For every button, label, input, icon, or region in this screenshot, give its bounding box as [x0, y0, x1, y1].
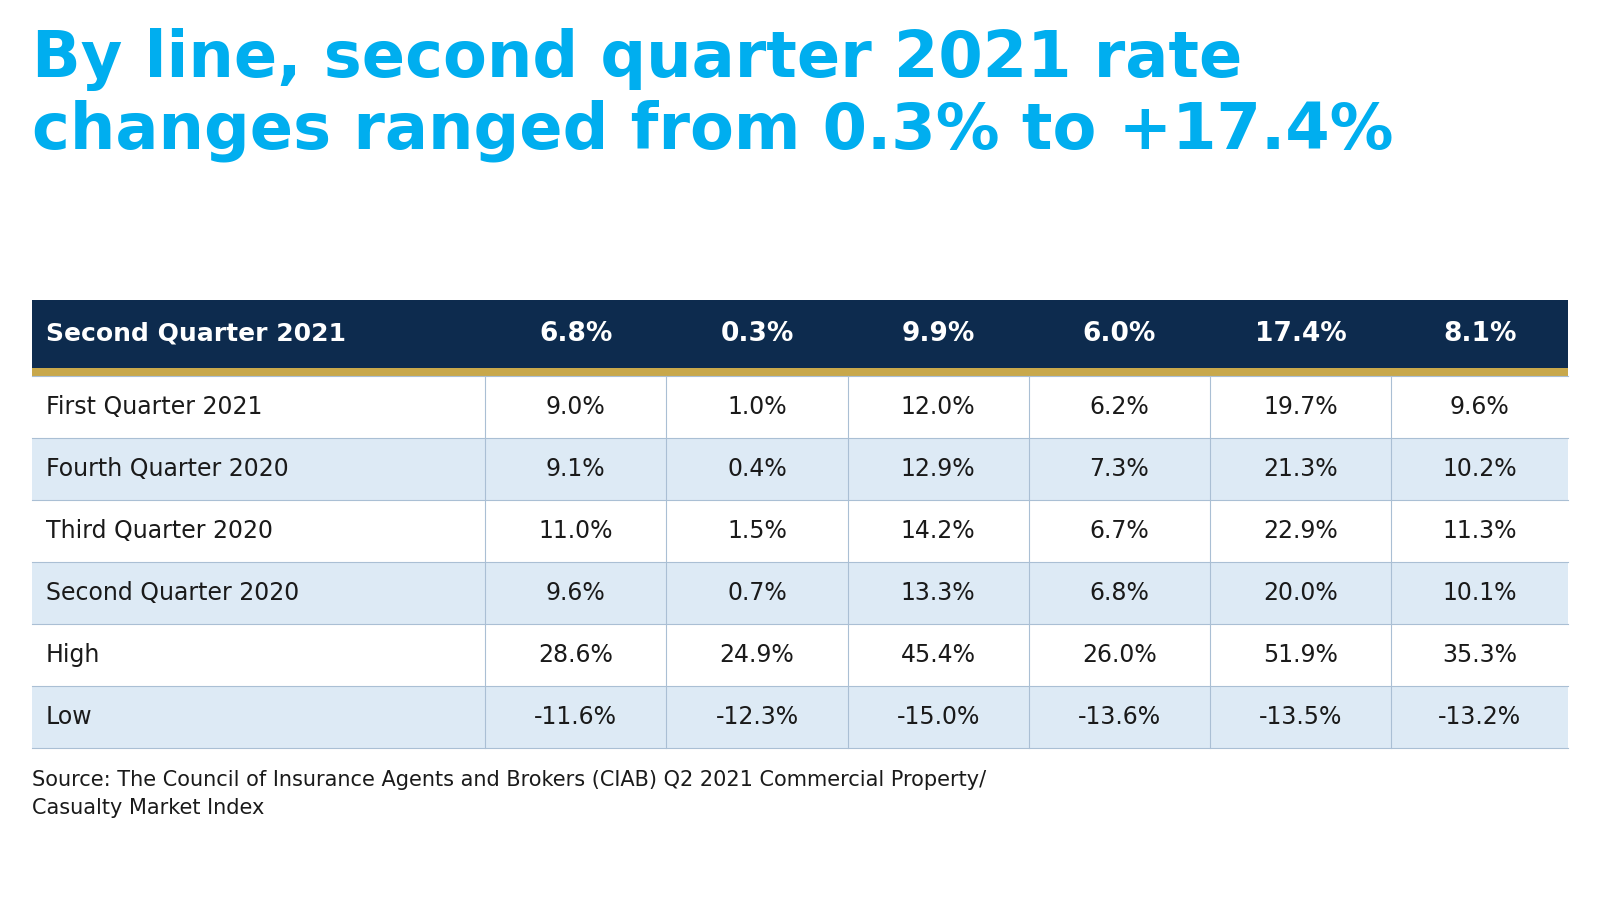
Bar [32, 500, 1568, 562]
Text: 10.1%: 10.1% [1443, 581, 1517, 605]
Text: By line, second quarter 2021 rate
changes ranged from 0.3% to +17.4%: By line, second quarter 2021 rate change… [32, 28, 1394, 163]
Text: 0.7%: 0.7% [726, 581, 787, 605]
Text: 0.3%: 0.3% [720, 321, 794, 347]
Text: 6.0%: 6.0% [1083, 321, 1157, 347]
Text: High: High [46, 643, 101, 667]
Text: First Quarter 2021: First Quarter 2021 [46, 395, 262, 419]
Text: 51.9%: 51.9% [1264, 643, 1338, 667]
Bar [32, 624, 1568, 686]
Bar [32, 376, 1568, 438]
Text: 26.0%: 26.0% [1082, 643, 1157, 667]
Text: -15.0%: -15.0% [896, 705, 979, 729]
Text: 17.4%: 17.4% [1254, 321, 1347, 347]
Text: 7.3%: 7.3% [1090, 457, 1149, 481]
Text: 35.3%: 35.3% [1442, 643, 1517, 667]
Text: 20.0%: 20.0% [1264, 581, 1338, 605]
Text: 6.8%: 6.8% [539, 321, 613, 347]
Text: Second Quarter 2020: Second Quarter 2020 [46, 581, 299, 605]
Bar [32, 562, 1568, 624]
Text: 11.0%: 11.0% [539, 519, 613, 543]
Text: 0.4%: 0.4% [726, 457, 787, 481]
Text: 22.9%: 22.9% [1264, 519, 1338, 543]
Text: 8.1%: 8.1% [1443, 321, 1517, 347]
Bar [32, 438, 1568, 500]
Text: 12.9%: 12.9% [901, 457, 976, 481]
Bar [32, 300, 1568, 368]
Text: 9.9%: 9.9% [901, 321, 974, 347]
Text: 9.0%: 9.0% [546, 395, 606, 419]
Text: -12.3%: -12.3% [715, 705, 798, 729]
Bar [32, 368, 1568, 376]
Text: 9.6%: 9.6% [546, 581, 606, 605]
Text: 28.6%: 28.6% [538, 643, 613, 667]
Text: Fourth Quarter 2020: Fourth Quarter 2020 [46, 457, 288, 481]
Text: 11.3%: 11.3% [1443, 519, 1517, 543]
Text: 14.2%: 14.2% [901, 519, 976, 543]
Text: 10.2%: 10.2% [1442, 457, 1517, 481]
Text: 45.4%: 45.4% [901, 643, 976, 667]
Text: 6.8%: 6.8% [1090, 581, 1149, 605]
Text: -13.2%: -13.2% [1438, 705, 1522, 729]
Text: Source: The Council of Insurance Agents and Brokers (CIAB) Q2 2021 Commercial Pr: Source: The Council of Insurance Agents … [32, 770, 986, 818]
Text: 6.2%: 6.2% [1090, 395, 1149, 419]
Text: Low: Low [46, 705, 93, 729]
Text: 19.7%: 19.7% [1264, 395, 1338, 419]
Text: -11.6%: -11.6% [534, 705, 618, 729]
Text: 13.3%: 13.3% [901, 581, 976, 605]
Text: 9.6%: 9.6% [1450, 395, 1509, 419]
Bar [32, 686, 1568, 748]
Text: 24.9%: 24.9% [720, 643, 794, 667]
Text: -13.6%: -13.6% [1078, 705, 1162, 729]
Text: Third Quarter 2020: Third Quarter 2020 [46, 519, 274, 543]
Text: 6.7%: 6.7% [1090, 519, 1149, 543]
Text: 9.1%: 9.1% [546, 457, 605, 481]
Text: 21.3%: 21.3% [1264, 457, 1338, 481]
Text: 1.0%: 1.0% [726, 395, 787, 419]
Text: 12.0%: 12.0% [901, 395, 976, 419]
Text: 1.5%: 1.5% [726, 519, 787, 543]
Text: -13.5%: -13.5% [1259, 705, 1342, 729]
Text: Second Quarter 2021: Second Quarter 2021 [46, 322, 346, 346]
